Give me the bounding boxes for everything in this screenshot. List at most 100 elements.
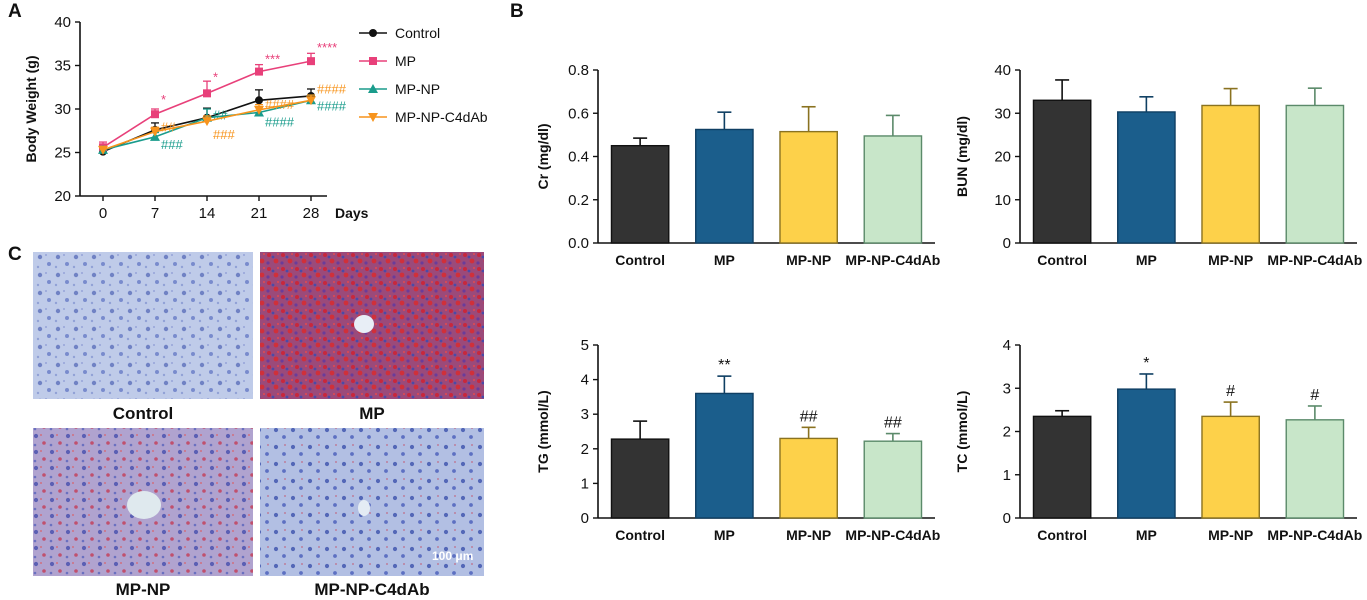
x-axis-title: Days (335, 205, 369, 221)
bar-mp-np (779, 437, 838, 519)
significance-marker: ## (884, 415, 902, 432)
significance-marker: #### (317, 98, 347, 113)
x-tick-label-control: Control (1037, 527, 1087, 543)
significance-marker: ** (718, 357, 730, 374)
y-tick-label: 2 (581, 441, 589, 458)
bar-mp (695, 128, 754, 244)
micrograph-mp-np-c4dab (260, 428, 484, 576)
tg-bar-chart: 0 1 2 3 4 5 TG (mmol/L) Control MP ** MP-NP ## MP-NP… (535, 337, 940, 543)
legend-label-control: Control (395, 25, 440, 41)
y-tick-label: 30 (54, 101, 71, 118)
data-point-mp-np-c4dab (202, 117, 212, 127)
panel-letter-b: B (510, 1, 524, 22)
y-tick-label: 35 (54, 58, 71, 75)
y-tick-label: 2 (1003, 424, 1011, 441)
micrograph-mp (260, 252, 484, 399)
x-tick-label-mp-np: MP-NP (1208, 252, 1253, 268)
x-tick-label-mp-np-c4dab: MP-NP-C4dAb (845, 527, 940, 543)
bar-mp (1117, 388, 1176, 519)
significance-marker: * (161, 92, 166, 107)
y-tick-label: 0.8 (568, 62, 589, 79)
significance-marker: #### (317, 81, 347, 96)
x-tick-label-mp: MP (1136, 252, 1157, 268)
y-tick-label: 0 (581, 510, 589, 527)
y-tick-label: 0.4 (568, 149, 589, 166)
x-tick-label-control: Control (615, 252, 665, 268)
data-point-mp (151, 110, 159, 119)
micrograph-label-mp: MP (359, 404, 385, 423)
bar-control (610, 144, 670, 244)
y-axis-title: Body Weight (g) (23, 55, 39, 162)
x-tick-label-mp-np-c4dab: MP-NP-C4dAb (1267, 252, 1362, 268)
bar-control (1032, 99, 1092, 244)
data-point-mp-np-c4dab (306, 96, 316, 106)
micrograph-mp-np (33, 428, 253, 576)
x-tick-label: 21 (251, 205, 268, 222)
bar-control (1032, 415, 1092, 519)
y-tick-label: 0.2 (568, 192, 589, 209)
y-tick-label: 40 (54, 14, 71, 31)
y-tick-label: 4 (1003, 337, 1011, 354)
x-tick-label-mp: MP (714, 527, 735, 543)
data-point-mp-np-c4dab (254, 105, 264, 115)
legend: Control MP MP-NP MP-NP-C4dAb (359, 25, 488, 125)
significance-marker: ## (161, 120, 176, 135)
significance-marker: ## (213, 108, 228, 123)
legend-label-mp-np: MP-NP (395, 81, 440, 97)
y-tick-label: 3 (1003, 380, 1011, 397)
x-tick-label: 28 (303, 205, 320, 222)
x-tick-label-mp: MP (1136, 527, 1157, 543)
y-tick-label: 0.0 (568, 235, 589, 252)
y-tick-label: 0 (1003, 510, 1011, 527)
x-tick-label-mp-np: MP-NP (1208, 527, 1253, 543)
significance-marker: ### (161, 137, 183, 152)
significance-marker: #### (265, 97, 295, 112)
significance-marker: ## (800, 408, 818, 425)
data-point-mp-np-c4dab (98, 145, 108, 155)
x-tick-label: 7 (151, 205, 159, 222)
y-tick-label: 0.6 (568, 105, 589, 122)
significance-marker: # (1226, 383, 1235, 400)
y-tick-label: 0 (1003, 235, 1011, 252)
data-point-mp-np (368, 84, 378, 93)
legend-label-mp: MP (395, 53, 416, 69)
data-point-mp (203, 89, 211, 98)
micrograph-label-mp-np-c4dab: MP-NP-C4dAb (314, 580, 429, 599)
significance-marker: * (213, 69, 218, 84)
y-tick-label: 3 (581, 406, 589, 423)
bar-mp-np-c4dab (863, 440, 923, 519)
x-tick-label: 0 (99, 205, 107, 222)
y-axis-title: BUN (mg/dl) (954, 116, 970, 197)
micrograph-control (33, 252, 253, 399)
y-tick-label: 1 (1003, 467, 1011, 484)
y-tick-label: 25 (54, 145, 71, 162)
data-point-mp (369, 57, 377, 65)
y-tick-label: 40 (994, 62, 1011, 79)
data-point-mp-np-c4dab (368, 113, 378, 122)
data-point-control (369, 29, 377, 37)
x-tick-label-mp-np: MP-NP (786, 527, 831, 543)
x-tick-label-mp: MP (714, 252, 735, 268)
y-tick-label: 5 (581, 337, 589, 354)
bar-mp-np-c4dab (1285, 104, 1345, 244)
y-tick-label: 1 (581, 475, 589, 492)
bar-mp-np-c4dab (1285, 419, 1345, 519)
series-mp-np-c4dab: ############# (98, 81, 347, 155)
x-tick-label-mp-np: MP-NP (786, 252, 831, 268)
y-axis-title: Cr (mg/dl) (535, 123, 551, 189)
significance-marker: * (1143, 355, 1149, 372)
significance-marker: **** (317, 40, 337, 55)
panel-letter-c: C (8, 244, 22, 265)
bar-mp-np (1201, 104, 1260, 244)
micrograph-label-control: Control (113, 404, 173, 423)
scale-bar-label: 100 μm (432, 549, 473, 563)
y-tick-label: 30 (994, 105, 1011, 122)
x-tick-label-mp-np-c4dab: MP-NP-C4dAb (1267, 527, 1362, 543)
series-mp: ********* (99, 40, 337, 152)
bun-bar-chart: 0 10 20 30 40 BUN (mg/dl) Control MP MP-NP MP-NP-… (954, 62, 1362, 268)
bar-mp (1117, 111, 1176, 244)
y-axis-title: TG (mmol/L) (535, 390, 551, 472)
x-tick-label: 14 (199, 205, 216, 222)
significance-marker: # (1310, 387, 1319, 404)
